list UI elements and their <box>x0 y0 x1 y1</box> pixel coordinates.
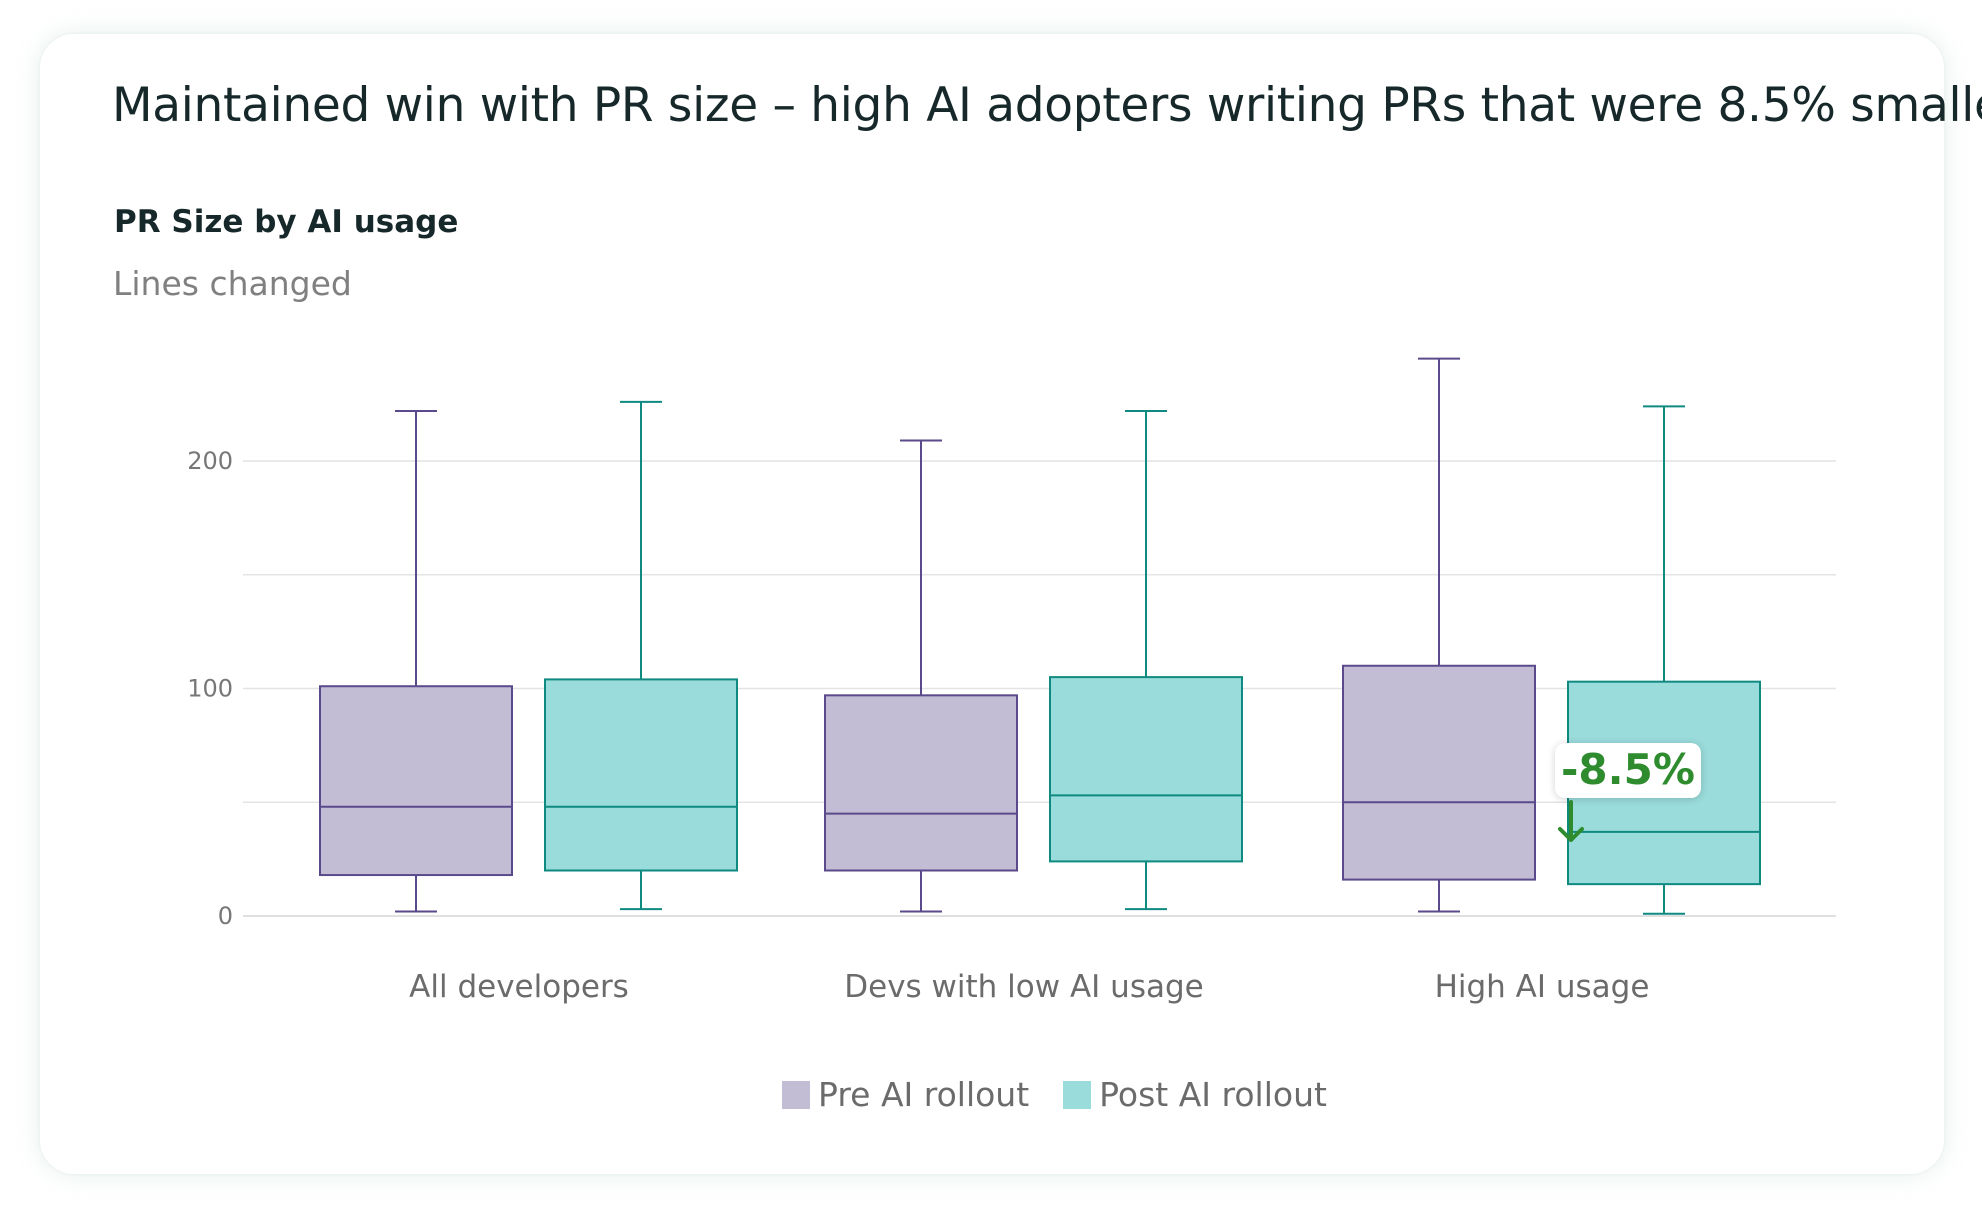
x-category-label: High AI usage <box>1435 969 1650 1005</box>
y-tick-label: 200 <box>187 447 233 475</box>
chart-card <box>40 34 1944 1174</box>
change-badge: -8.5% <box>1555 743 1701 798</box>
y-tick-label: 100 <box>187 675 233 703</box>
legend-item-pre[interactable]: Pre AI rollout <box>782 1075 1029 1114</box>
x-category-label: Devs with low AI usage <box>844 969 1203 1005</box>
legend-swatch-pre <box>782 1080 810 1109</box>
box <box>824 694 1018 872</box>
arrow-down-icon <box>1558 800 1584 842</box>
legend-item-post[interactable]: Post AI rollout <box>1063 1075 1327 1114</box>
page-title: Maintained win with PR size – high AI ad… <box>112 78 1982 133</box>
x-category-label: All developers <box>409 969 629 1005</box>
box <box>319 685 513 877</box>
legend-label-post: Post AI rollout <box>1099 1075 1327 1114</box>
y-axis-label: Lines changed <box>113 264 352 303</box>
box <box>1049 676 1243 863</box>
box <box>544 678 738 872</box>
chart-legend: Pre AI rollout Post AI rollout <box>782 1075 1361 1114</box>
box <box>1342 664 1536 881</box>
chart-title: PR Size by AI usage <box>114 204 459 240</box>
legend-swatch-post <box>1063 1080 1092 1109</box>
y-tick-label: 0 <box>218 902 233 930</box>
legend-label-pre: Pre AI rollout <box>818 1075 1030 1114</box>
